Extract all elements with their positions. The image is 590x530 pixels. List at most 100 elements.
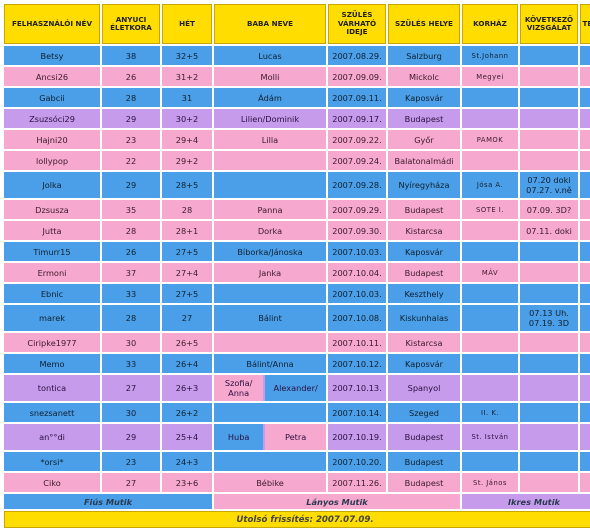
header-age: Anyuci életkora xyxy=(102,4,160,44)
cell-hospital: PAMOK xyxy=(462,130,518,149)
cell-next xyxy=(520,284,578,303)
cell-age: 23 xyxy=(102,452,160,471)
cell-next xyxy=(520,333,578,352)
legend-twins: Ikres Mutik xyxy=(462,494,590,509)
cell-place: Nyíregyháza xyxy=(388,172,460,198)
cell-baby: Szofia/ Anna Alexander/ xyxy=(214,375,326,401)
cell-age: 28 xyxy=(102,221,160,240)
cell-hospital xyxy=(462,354,518,373)
cell-next xyxy=(520,242,578,261)
cell-next xyxy=(520,403,578,422)
legend-row: Fiús Mutik Lányos Mutik Ikres Mutik xyxy=(4,494,590,509)
cell-user: Zsuzsóci29 xyxy=(4,109,100,128)
cell-user: Timurr15 xyxy=(4,242,100,261)
cell-twin: 1 xyxy=(580,375,590,401)
cell-place: Kaposvár xyxy=(388,88,460,107)
cell-place: Mickolc xyxy=(388,67,460,86)
cell-due: 2007.09.24. xyxy=(328,151,386,170)
cell-next: 07.20 doki 07.27. v.ně xyxy=(520,172,578,198)
header-baby: Baba neve xyxy=(214,4,326,44)
header-place: Szülés helye xyxy=(388,4,460,44)
cell-next xyxy=(520,473,578,492)
cell-due: 2007.10.19. xyxy=(328,424,386,450)
cell-twin: 1 xyxy=(580,67,590,86)
table-row: Zsuzsóci29 29 30+2 Lilien/Dominik 2007.09.17… xyxy=(4,109,590,128)
cell-place: Balatonalmádi xyxy=(388,151,460,170)
cell-user: *orsi* xyxy=(4,452,100,471)
cell-week: 23+6 xyxy=(162,473,212,492)
cell-week: 27+4 xyxy=(162,263,212,282)
header-user: Felhasználói név xyxy=(4,4,100,44)
cell-baby xyxy=(214,151,326,170)
cell-week: 27+5 xyxy=(162,242,212,261)
header-hospital: Korház xyxy=(462,4,518,44)
cell-place: Szeged xyxy=(388,403,460,422)
cell-age: 28 xyxy=(102,88,160,107)
cell-next xyxy=(520,151,578,170)
cell-twin: 1 xyxy=(580,284,590,303)
cell-user: Hajni20 xyxy=(4,130,100,149)
cell-twin: - xyxy=(580,424,590,450)
cell-age: 33 xyxy=(102,354,160,373)
cell-age: 26 xyxy=(102,242,160,261)
cell-twin: - xyxy=(580,263,590,282)
cell-twin: 1 xyxy=(580,403,590,422)
cell-baby: Lucas xyxy=(214,46,326,65)
cell-hospital: Jósa A. xyxy=(462,172,518,198)
cell-place: Budapest xyxy=(388,473,460,492)
cell-baby: Panna xyxy=(214,200,326,219)
cell-place: Kaposvár xyxy=(388,354,460,373)
cell-due: 2007.10.14. xyxy=(328,403,386,422)
cell-week: 31 xyxy=(162,88,212,107)
cell-twin: 2 xyxy=(580,333,590,352)
cell-age: 38 xyxy=(102,46,160,65)
last-updated: Utolsó frissítés: 2007.07.09. xyxy=(4,511,590,528)
cell-week: 28+5 xyxy=(162,172,212,198)
cell-user: Jolka xyxy=(4,172,100,198)
cell-twin: - xyxy=(580,88,590,107)
cell-hospital: Megyei xyxy=(462,67,518,86)
baby-name-part: Petra xyxy=(265,424,326,450)
cell-twin: 1 xyxy=(580,151,590,170)
baby-name-part: Alexander/ xyxy=(265,375,326,401)
cell-due: 2007.09.09. xyxy=(328,67,386,86)
table-row: Dzsusza 35 28 Panna 2007.09.29. Budapest SOTE … xyxy=(4,200,590,219)
table-row: Timurr15 26 27+5 Bíborka/Jánoska 2007.10.03.… xyxy=(4,242,590,261)
cell-due: 2007.09.11. xyxy=(328,88,386,107)
cell-age: 22 xyxy=(102,151,160,170)
cell-baby xyxy=(214,172,326,198)
cell-next xyxy=(520,263,578,282)
cell-week: 30+2 xyxy=(162,109,212,128)
cell-next xyxy=(520,88,578,107)
cell-user: Ciko xyxy=(4,473,100,492)
cell-age: 27 xyxy=(102,375,160,401)
cell-next xyxy=(520,130,578,149)
cell-week: 26+4 xyxy=(162,354,212,373)
cell-place: Budapest xyxy=(388,452,460,471)
cell-place: Budapest xyxy=(388,200,460,219)
cell-week: 32+5 xyxy=(162,46,212,65)
cell-place: Keszthely xyxy=(388,284,460,303)
cell-week: 25+4 xyxy=(162,424,212,450)
cell-baby: Bálint xyxy=(214,305,326,331)
header-week: Hét xyxy=(162,4,212,44)
cell-hospital xyxy=(462,242,518,261)
cell-due: 2007.09.29. xyxy=(328,200,386,219)
cell-place: Kistarcsa xyxy=(388,221,460,240)
table-row: an°°di 29 25+4 Huba Petra 2007.10.19. Budapest… xyxy=(4,424,590,450)
cell-baby xyxy=(214,333,326,352)
cell-hospital xyxy=(462,109,518,128)
cell-due: 2007.10.08. xyxy=(328,305,386,331)
cell-place: Győr xyxy=(388,130,460,149)
cell-age: 37 xyxy=(102,263,160,282)
cell-age: 30 xyxy=(102,403,160,422)
table-row: Betsy 38 32+5 Lucas 2007.08.29. Salzburg St.Jo… xyxy=(4,46,590,65)
cell-baby: Lilla xyxy=(214,130,326,149)
table-body: Betsy 38 32+5 Lucas 2007.08.29. Salzburg St.Jo… xyxy=(4,46,590,492)
cell-twin: 3 xyxy=(580,354,590,373)
cell-twin: 1 xyxy=(580,452,590,471)
cell-due: 2007.11.26. xyxy=(328,473,386,492)
